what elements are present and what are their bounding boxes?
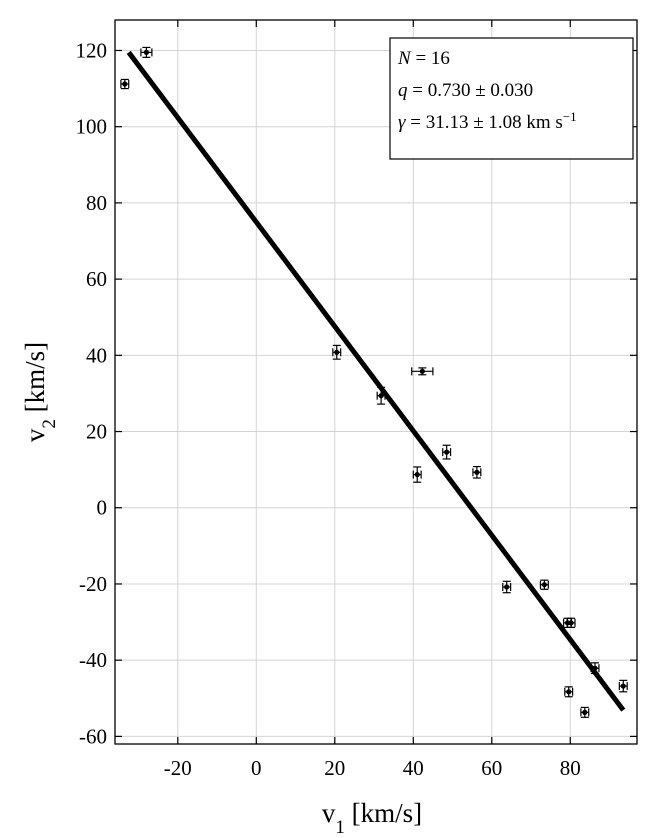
x-axis-label: v1 [km/s] (322, 798, 422, 838)
point-marker (566, 689, 572, 695)
data-point (332, 344, 342, 360)
data-point (590, 662, 600, 675)
data-point (472, 465, 482, 479)
data-point (502, 580, 512, 594)
y-tick-label: 120 (76, 38, 108, 62)
y-tick-label: 80 (86, 191, 107, 215)
point-marker (414, 471, 420, 478)
y-tick-label: 60 (86, 267, 107, 291)
y-tick-label: 100 (76, 115, 108, 139)
data-point (120, 78, 130, 90)
point-marker (620, 683, 626, 689)
point-marker (504, 584, 510, 590)
point-marker (541, 582, 547, 588)
point-marker (122, 81, 128, 87)
x-tick-labels: -20 0 20 40 60 80 (164, 756, 581, 780)
data-point (618, 679, 628, 693)
data-point (539, 579, 549, 590)
data-point (442, 444, 452, 460)
data-point (411, 367, 434, 376)
point-marker (568, 620, 574, 626)
y-tick-label: 40 (86, 343, 107, 367)
point-marker (334, 349, 340, 355)
data-point (566, 617, 576, 628)
point-marker (582, 709, 588, 715)
data-point (412, 466, 422, 483)
legend-box: N = 16 q = 0.730 ± 0.030 γ = 31.13 ± 1.0… (389, 37, 634, 160)
point-marker (592, 665, 598, 671)
point-marker (474, 469, 480, 475)
legend-q: q = 0.730 ± 0.030 (398, 80, 533, 101)
point-marker (143, 49, 149, 55)
y-tick-labels: -60 -40 -20 0 20 40 60 80 100 120 (76, 38, 108, 748)
point-marker (444, 449, 450, 455)
fit-line (126, 50, 626, 712)
x-tick-label: -20 (164, 756, 192, 780)
point-marker (419, 368, 425, 374)
data-points (120, 46, 628, 718)
y-tick-label: 0 (97, 496, 108, 520)
point-marker (378, 393, 384, 399)
data-point (580, 706, 590, 718)
data-point (376, 386, 386, 405)
x-tick-label: 40 (403, 756, 424, 780)
legend-n: N = 16 (397, 48, 450, 69)
y-tick-label: -60 (79, 724, 107, 748)
x-tick-label: 80 (560, 756, 581, 780)
y-tick-label: 20 (86, 420, 107, 444)
x-tick-label: 60 (481, 756, 502, 780)
plot-frame (114, 19, 638, 745)
x-tick-label: 20 (324, 756, 345, 780)
data-point (140, 46, 153, 58)
y-tick-label: -40 (79, 648, 107, 672)
y-tick-label: -20 (79, 572, 107, 596)
legend-gamma: γ = 31.13 ± 1.08 km s−1 (398, 109, 577, 134)
x-tick-label: 0 (251, 756, 262, 780)
data-point (564, 686, 574, 698)
y-axis-label: v2 [km/s] (20, 342, 60, 442)
